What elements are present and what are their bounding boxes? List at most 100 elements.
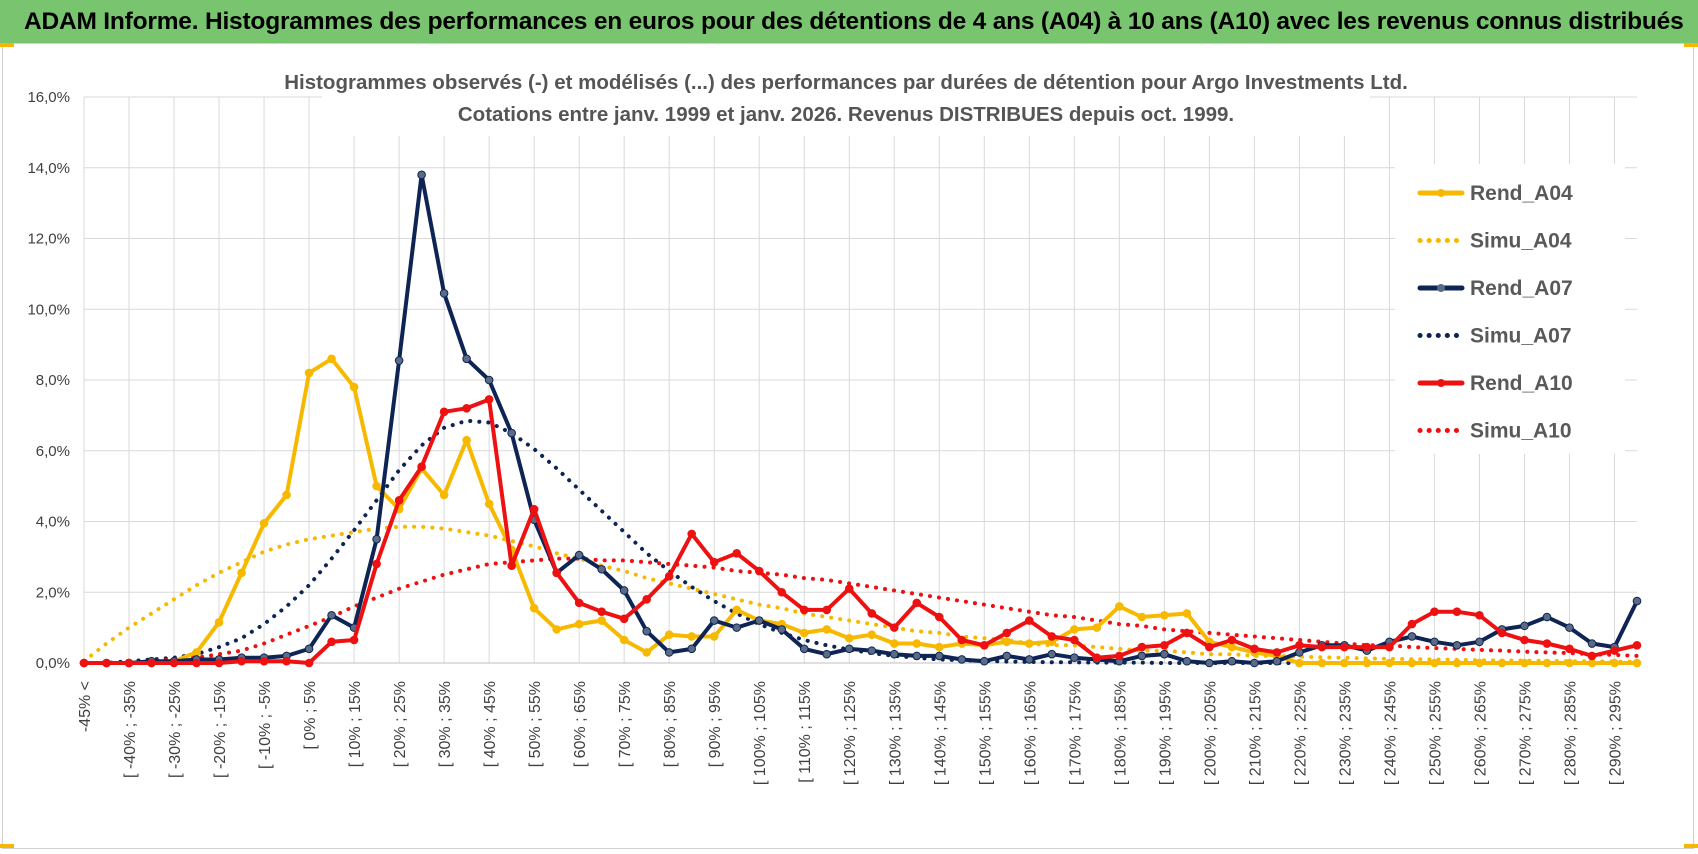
data-point [957,655,967,664]
data-point [462,404,471,413]
data-point [979,641,989,650]
data-point [417,170,426,180]
data-point [1385,642,1394,652]
data-point [1565,658,1574,668]
data-point [687,644,696,654]
data-point [687,529,696,539]
x-tick-label: [ 280% ; 285% [1562,681,1579,785]
data-point [1520,621,1529,631]
x-tick-label: [ 130% ; 135% [887,681,904,785]
data-point [1002,651,1012,661]
data-point [1295,641,1304,650]
x-tick-label: [ 120% ; 125% [842,681,859,785]
x-tick-label: [ 40% ; 45% [482,681,499,767]
data-point [1025,639,1034,648]
x-tick-label: [ 60% ; 65% [572,681,589,767]
x-tick-label: [ 270% ; 275% [1517,681,1534,785]
data-point [912,639,922,648]
data-point [1047,649,1057,659]
x-tick-label: [ -40% ; -35% [122,681,139,778]
data-point [1542,658,1552,668]
data-point [1340,658,1349,668]
data-point [1632,658,1642,668]
series-line-simu-a07 [82,418,1639,665]
data-point [282,656,291,666]
data-point [1070,653,1079,662]
data-point [237,568,246,578]
data-point [1520,658,1529,668]
data-point [1092,653,1102,662]
data-point [484,499,494,509]
data-point [1160,649,1169,659]
data-point [462,435,471,445]
data-point [687,632,696,641]
data-point [574,619,584,629]
data-point [102,658,111,668]
data-point [124,658,134,668]
data-point [1497,658,1507,668]
series-group [79,170,1642,668]
data-point [799,605,809,615]
data-point [867,630,877,640]
legend-background [1395,164,1625,454]
data-point [1430,658,1439,668]
data-point [417,462,426,471]
data-point [777,587,787,597]
chart-title: Histogrammes observés (-) et modélisés (… [284,71,1408,94]
data-point [439,407,449,417]
y-tick-label: 12,0% [27,231,70,248]
legend-label: Rend_A07 [1470,277,1573,300]
data-point [867,646,877,655]
data-point [439,490,449,500]
data-point [79,658,89,668]
data-point [1565,623,1574,632]
data-point [597,607,606,617]
data-point [1115,602,1124,611]
data-point [1542,639,1552,648]
data-point [1632,596,1642,606]
y-tick-label: 4,0% [36,514,70,531]
data-point [1317,658,1327,668]
data-point [799,628,809,638]
chart-subtitle: Cotations entre janv. 1999 et janv. 2026… [458,103,1234,126]
data-point [844,633,854,643]
data-point [1295,658,1304,668]
corner-mark-bottom-right [1684,844,1698,848]
x-tick-label: [ 220% ; 225% [1292,681,1309,785]
data-point [732,549,742,558]
legend-marker [1437,284,1445,292]
data-point [1632,641,1642,650]
data-point [1520,635,1529,645]
data-point [1272,656,1282,666]
data-point [709,557,719,567]
data-point [529,603,539,613]
series-line-rend-a04 [82,356,1639,665]
data-point [1452,607,1462,617]
data-point [1362,642,1372,652]
data-point [507,561,516,571]
data-point [349,635,359,645]
legend-marker [1437,189,1445,197]
data-point [372,534,381,544]
data-point [1002,637,1012,647]
data-point [552,625,561,634]
x-tick-label: [ 150% ; 155% [977,681,994,785]
data-point [1610,646,1619,655]
data-point [1137,651,1147,661]
x-tick-label: [ 100% ; 105% [752,681,769,785]
data-point [1070,635,1079,645]
data-point [214,618,224,627]
x-tick-label: [ 0% ; 5% [302,681,319,749]
data-point [237,656,246,666]
data-point [1542,612,1552,622]
data-point [304,658,314,668]
data-point [1160,641,1169,650]
data-point [619,635,629,645]
data-point [1340,642,1349,652]
corner-mark-top-right [1684,43,1698,47]
data-point [259,656,269,666]
x-tick-label: [ 50% ; 55% [527,681,544,767]
data-point [664,572,674,581]
data-point [844,584,854,594]
x-tick-label: [ 30% ; 35% [437,681,454,767]
